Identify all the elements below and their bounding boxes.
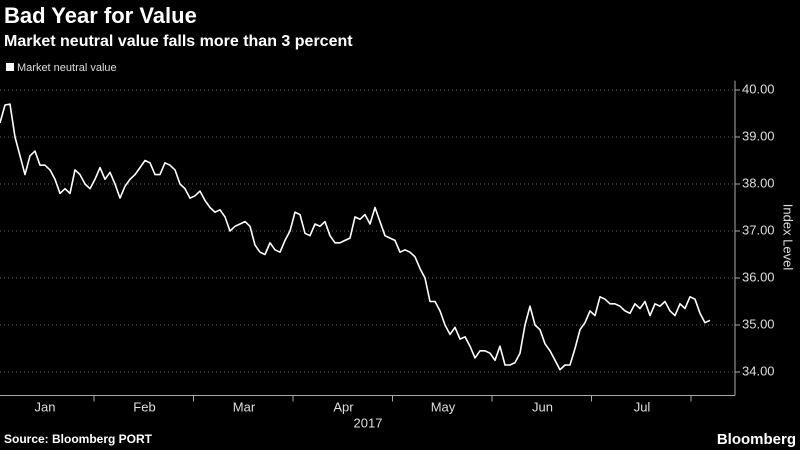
y-tick-label: 36.00 [742, 269, 775, 284]
y-tick-label: 40.00 [742, 81, 775, 96]
chart-subtitle: Market neutral value falls more than 3 p… [4, 33, 353, 50]
brand: Bloomberg [717, 431, 796, 448]
x-tick-label: Jul [634, 399, 651, 414]
x-tick-label: Mar [233, 399, 256, 414]
y-tick-label: 34.00 [742, 363, 775, 378]
source: Source: Bloomberg PORT [4, 432, 153, 446]
x-tick-label: Feb [133, 399, 155, 414]
x-tick-label: Jan [35, 399, 56, 414]
chart-title: Bad Year for Value [4, 3, 197, 28]
line-series [0, 103, 711, 371]
x-tick-label: Apr [333, 399, 354, 414]
x-tick-label: May [431, 399, 456, 414]
legend-label: Market neutral value [17, 62, 117, 74]
x-tick-label: Jun [532, 399, 553, 414]
y-tick-label: 38.00 [742, 175, 775, 190]
y-axis-label: Index Level [781, 204, 796, 271]
x-axis-label: 2017 [354, 415, 383, 430]
legend-swatch [6, 63, 14, 71]
y-tick-label: 35.00 [742, 316, 775, 331]
y-tick-label: 39.00 [742, 128, 775, 143]
y-tick-label: 37.00 [742, 222, 775, 237]
